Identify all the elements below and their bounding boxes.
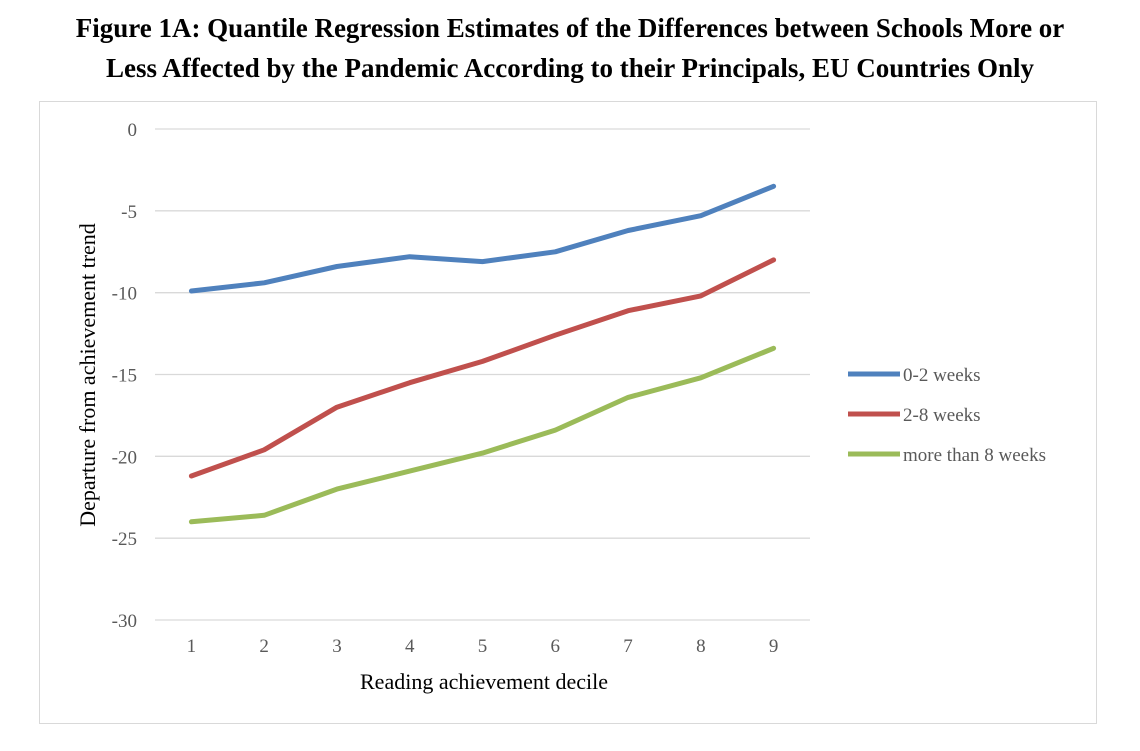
x-tick-label: 5 bbox=[478, 636, 488, 657]
x-tick-label: 2 bbox=[259, 636, 269, 657]
series-line-2 bbox=[188, 257, 777, 479]
legend: 0-2 weeks 2-8 weeks more than 8 weeks bbox=[848, 365, 1046, 466]
y-axis-tick-labels: 0 -5 -10 -15 -20 -25 -30 bbox=[112, 120, 137, 632]
x-tick-label: 1 bbox=[187, 636, 197, 657]
y-tick-label: -30 bbox=[112, 611, 137, 632]
figure-title-line-2: Less Affected by the Pandemic According … bbox=[106, 53, 1034, 83]
gridlines bbox=[155, 128, 810, 621]
y-axis-title: Departure from achievement trend bbox=[75, 223, 100, 527]
y-tick-label: -25 bbox=[112, 529, 137, 550]
x-tick-label: 8 bbox=[696, 636, 706, 657]
y-tick-label: 0 bbox=[128, 120, 138, 141]
legend-label: 2-8 weeks bbox=[903, 405, 981, 426]
x-tick-label: 4 bbox=[405, 636, 415, 657]
series-line-1 bbox=[188, 183, 777, 294]
series-lines bbox=[188, 183, 777, 525]
y-tick-label: -20 bbox=[112, 447, 137, 468]
x-tick-label: 7 bbox=[623, 636, 633, 657]
legend-label: more than 8 weeks bbox=[903, 445, 1046, 466]
figure-title-line-1: Figure 1A: Quantile Regression Estimates… bbox=[75, 13, 1065, 43]
y-tick-label: -10 bbox=[112, 284, 137, 305]
y-tick-label: -15 bbox=[112, 366, 137, 387]
figure-title: Figure 1A: Quantile Regression Estimates… bbox=[0, 8, 1140, 88]
x-axis-tick-labels: 1 2 3 4 5 6 7 8 9 bbox=[187, 636, 779, 657]
legend-label: 0-2 weeks bbox=[903, 365, 981, 386]
x-tick-label: 9 bbox=[769, 636, 779, 657]
x-axis-title: Reading achievement decile bbox=[360, 669, 608, 694]
y-tick-label: -5 bbox=[121, 202, 137, 223]
series-line-3 bbox=[188, 345, 777, 525]
chart-frame bbox=[39, 101, 1097, 724]
x-tick-label: 3 bbox=[332, 636, 342, 657]
x-tick-label: 6 bbox=[551, 636, 561, 657]
